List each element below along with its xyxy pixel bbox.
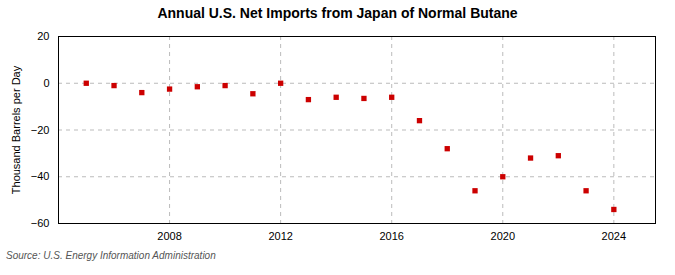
svg-text:2024: 2024 bbox=[602, 230, 626, 242]
svg-text:−20: −20 bbox=[31, 124, 50, 136]
svg-text:2012: 2012 bbox=[268, 230, 292, 242]
svg-text:0: 0 bbox=[43, 77, 49, 89]
svg-text:20: 20 bbox=[37, 30, 49, 42]
html-text:Annual U.S. Net Imports from J: Annual U.S. Net Imports from Japan of No… bbox=[157, 5, 518, 21]
svg-text:2020: 2020 bbox=[491, 230, 515, 242]
svg-text:−40: −40 bbox=[31, 170, 50, 182]
svg-text:2016: 2016 bbox=[379, 230, 403, 242]
svg-text:2008: 2008 bbox=[157, 230, 181, 242]
svg-text:−60: −60 bbox=[31, 217, 50, 229]
html-text:Source: U.S. Energy Informatio: Source: U.S. Energy Information Administ… bbox=[6, 250, 216, 261]
svg-text:Thousand Barrels per Day: Thousand Barrels per Day bbox=[10, 65, 22, 194]
